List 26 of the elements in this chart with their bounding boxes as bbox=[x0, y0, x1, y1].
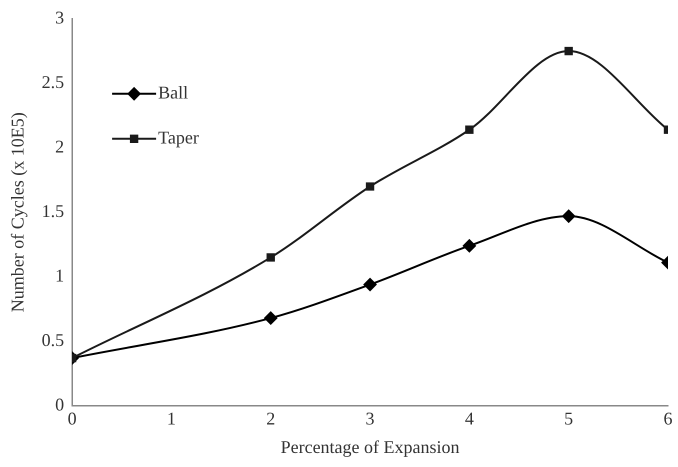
point bbox=[366, 182, 374, 191]
point bbox=[465, 126, 474, 134]
y-axis-title: Number of Cycles (x 10E5) bbox=[8, 112, 28, 312]
x-tick-label: 2 bbox=[266, 408, 276, 428]
y-tick-label: 1.5 bbox=[42, 201, 64, 222]
point bbox=[264, 312, 278, 325]
x-tick-label: 0 bbox=[68, 408, 77, 428]
legend-label: Ball bbox=[158, 82, 188, 103]
x-tick-label: 6 bbox=[664, 408, 672, 428]
x-tick-label: 1 bbox=[166, 408, 176, 428]
y-tick-label: 0.5 bbox=[42, 330, 64, 350]
x-tick-label: 5 bbox=[564, 408, 574, 428]
x-tick-label: 3 bbox=[366, 408, 375, 428]
x-axis-title: Percentage of Expansion bbox=[280, 436, 460, 457]
y-tick-label: 1 bbox=[55, 266, 64, 286]
point bbox=[564, 46, 573, 56]
point bbox=[462, 239, 476, 252]
legend-label: Taper bbox=[158, 128, 199, 148]
y-tick-label: 2 bbox=[55, 136, 64, 157]
point bbox=[266, 253, 275, 262]
y-tick-label: 0 bbox=[55, 394, 64, 415]
x-tick-label: 4 bbox=[464, 408, 474, 428]
point bbox=[364, 278, 377, 292]
y-tick-label: 3 bbox=[55, 8, 64, 28]
point bbox=[562, 210, 576, 223]
y-tick-label: 2.5 bbox=[42, 72, 64, 92]
